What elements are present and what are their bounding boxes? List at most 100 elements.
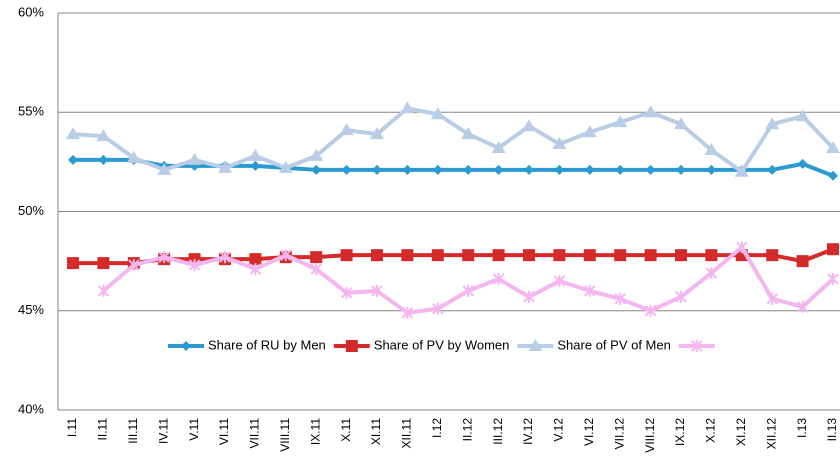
x-tick-label: XII.12 <box>764 418 778 450</box>
marker <box>98 154 109 165</box>
marker <box>181 341 191 351</box>
marker <box>309 148 324 161</box>
marker <box>766 292 778 305</box>
marker <box>553 249 566 262</box>
marker <box>66 127 80 140</box>
marker <box>249 253 262 266</box>
marker <box>795 109 810 122</box>
x-tick-label: X.11 <box>339 418 353 442</box>
marker <box>431 249 444 262</box>
y-tick-label: 60% <box>18 4 44 19</box>
marker <box>400 101 415 114</box>
marker <box>401 249 414 262</box>
marker <box>462 249 475 262</box>
marker <box>188 259 201 272</box>
marker <box>553 274 566 287</box>
marker <box>766 249 779 262</box>
x-tick-label: VIII.12 <box>643 418 657 453</box>
marker <box>582 125 597 138</box>
x-tick-label: IV.12 <box>521 418 535 445</box>
x-tick-label: VII.11 <box>248 418 262 449</box>
series-line <box>73 157 834 178</box>
marker <box>345 340 358 352</box>
marker <box>280 249 292 262</box>
marker <box>218 160 232 173</box>
x-tick-label: V.11 <box>187 418 201 441</box>
marker <box>827 243 839 256</box>
marker <box>523 249 535 262</box>
marker <box>340 249 353 262</box>
legend-label: Share of PV by Women <box>374 337 510 352</box>
marker <box>219 251 231 264</box>
marker <box>250 160 261 171</box>
marker <box>528 339 543 351</box>
legend-label: Share of PV of Men <box>557 337 670 352</box>
y-tick-label: 40% <box>18 401 44 416</box>
marker <box>462 284 474 297</box>
marker <box>402 164 413 175</box>
x-tick-label: VI.12 <box>582 418 596 446</box>
marker <box>797 158 808 169</box>
legend-bg <box>162 335 719 357</box>
marker <box>523 290 535 303</box>
legend: Share of RU by Men Share of PV by Women Sh… <box>162 335 719 357</box>
marker <box>796 300 809 313</box>
marker <box>187 152 202 165</box>
marker <box>372 164 382 175</box>
marker <box>128 259 140 272</box>
x-tick-label: IX.11 <box>308 418 322 445</box>
marker <box>705 267 718 280</box>
marker <box>126 150 141 163</box>
x-tick-label: XI.12 <box>734 418 748 446</box>
marker <box>461 127 476 140</box>
series-line <box>72 106 835 174</box>
marker <box>371 249 383 262</box>
marker <box>158 251 170 264</box>
marker <box>67 257 79 270</box>
marker <box>674 117 688 130</box>
marker <box>736 241 748 254</box>
marker <box>584 164 595 175</box>
marker <box>826 140 840 153</box>
marker <box>432 164 443 175</box>
marker <box>734 164 749 177</box>
x-tick-label: II.11 <box>96 418 110 441</box>
marker <box>248 148 263 161</box>
marker <box>249 263 262 276</box>
marker <box>765 117 780 130</box>
marker <box>735 249 748 262</box>
marker <box>644 249 657 262</box>
marker <box>68 154 78 165</box>
marker <box>827 272 839 285</box>
marker <box>493 164 504 175</box>
marker <box>644 304 657 317</box>
y-tick-label: 50% <box>18 203 44 218</box>
x-tick-label: II.13 <box>825 418 839 442</box>
marker <box>96 129 111 142</box>
legend-label: Share of RU by Men <box>208 337 326 352</box>
x-tick-label: X.12 <box>704 418 718 443</box>
marker <box>828 170 838 181</box>
marker <box>463 164 474 175</box>
marker <box>767 164 778 175</box>
x-tick-label: V.12 <box>552 418 566 442</box>
x-tick-label: I.12 <box>430 418 444 438</box>
marker <box>97 284 110 297</box>
marker <box>492 249 505 262</box>
marker <box>522 119 536 132</box>
x-tick-label: VIII.11 <box>278 418 292 452</box>
x-tick-label: I.11 <box>65 418 79 437</box>
x-tick-label: XII.11 <box>400 418 414 449</box>
marker <box>613 115 628 128</box>
x-tick-label: VI.11 <box>217 418 231 445</box>
marker <box>492 272 505 285</box>
x-tick-label: IX.12 <box>673 418 687 446</box>
marker <box>491 140 506 153</box>
marker <box>796 255 809 268</box>
marker <box>340 286 353 299</box>
marker <box>691 340 703 352</box>
marker <box>97 257 110 270</box>
marker <box>706 164 717 175</box>
marker <box>401 306 414 319</box>
